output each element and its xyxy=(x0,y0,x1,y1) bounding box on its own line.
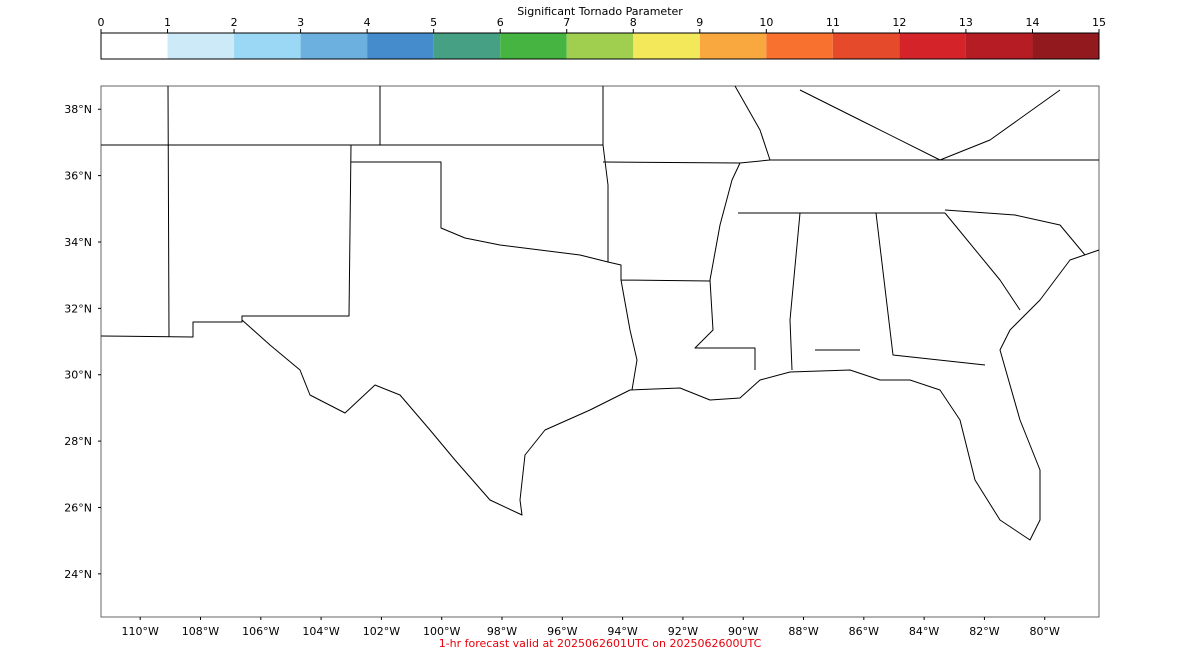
lon-tick-label: 102°W xyxy=(363,625,400,638)
lat-tick-label: 34°N xyxy=(64,236,92,249)
colorbar-tick-label: 14 xyxy=(1025,16,1039,29)
lon-tick-label: 94°W xyxy=(607,625,637,638)
lon-tick-label: 92°W xyxy=(668,625,698,638)
colorbar-label: Significant Tornado Parameter xyxy=(517,5,683,18)
colorbar-tick-label: 13 xyxy=(959,16,973,29)
colorbar-segment xyxy=(633,33,700,59)
colorbar-segment xyxy=(1032,33,1099,59)
colorbar-tick-label: 1 xyxy=(164,16,171,29)
lon-tick-label: 82°W xyxy=(969,625,999,638)
lon-tick-label: 86°W xyxy=(849,625,879,638)
colorbar-tick-label: 15 xyxy=(1092,16,1106,29)
colorbar-segment xyxy=(766,33,833,59)
colorbar-tick-label: 8 xyxy=(630,16,637,29)
lon-tick-label: 100°W xyxy=(423,625,460,638)
colorbar-tick-label: 10 xyxy=(759,16,773,29)
lon-tick-label: 98°W xyxy=(487,625,517,638)
forecast-footer: 1-hr forecast valid at 2025062601UTC on … xyxy=(439,637,762,650)
lon-tick-label: 104°W xyxy=(302,625,339,638)
colorbar-frame xyxy=(100,32,1100,60)
colorbar-tick-label: 4 xyxy=(364,16,371,29)
lat-tick-label: 36°N xyxy=(64,170,92,183)
colorbar-tick-label: 5 xyxy=(430,16,437,29)
lat-tick-label: 26°N xyxy=(64,501,92,514)
lon-tick-label: 80°W xyxy=(1030,625,1060,638)
map-axes: 110°W 108°W 106°W 104°W 102°W 100°W 98°W 96°W 94… xyxy=(64,103,1060,638)
lon-tick-label: 108°W xyxy=(182,625,219,638)
coastline xyxy=(241,249,1100,541)
colorbar-tick-label: 9 xyxy=(696,16,703,29)
colorbar-segment xyxy=(832,33,900,59)
colorbar: 0 1 2 3 4 5 6 7 8 9 10 11 12 13 14 15 xyxy=(98,16,1106,60)
colorbar-segment xyxy=(101,33,168,59)
colorbar-tick-label: 6 xyxy=(497,16,504,29)
colorbar-segment xyxy=(699,33,767,59)
state-borders xyxy=(100,85,1099,391)
colorbar-segment xyxy=(300,33,368,59)
colorbar-tick-label: 3 xyxy=(297,16,304,29)
colorbar-tick-label: 0 xyxy=(98,16,105,29)
colorbar-segment xyxy=(965,33,1033,59)
colorbar-tick-label: 2 xyxy=(231,16,238,29)
lat-tick-label: 30°N xyxy=(64,369,92,382)
colorbar-segment xyxy=(367,33,434,59)
lon-tick-label: 96°W xyxy=(547,625,577,638)
lon-tick-label: 84°W xyxy=(909,625,939,638)
lon-tick-label: 110°W xyxy=(122,625,159,638)
lat-tick-label: 28°N xyxy=(64,435,92,448)
lat-tick-label: 38°N xyxy=(64,103,92,116)
colorbar-segment xyxy=(234,33,301,59)
lon-tick-label: 90°W xyxy=(728,625,758,638)
colorbar-tick-label: 7 xyxy=(563,16,570,29)
colorbar-segment xyxy=(899,33,966,59)
lat-tick-label: 24°N xyxy=(64,568,92,581)
lon-tick-label: 106°W xyxy=(242,625,279,638)
colorbar-segment xyxy=(500,33,567,59)
colorbar-tick-label: 11 xyxy=(826,16,840,29)
colorbar-tick-label: 12 xyxy=(892,16,906,29)
colorbar-segment xyxy=(167,33,235,59)
lon-tick-label: 88°W xyxy=(788,625,818,638)
map-frame xyxy=(100,85,1100,618)
colorbar-segment xyxy=(433,33,501,59)
colorbar-segment xyxy=(566,33,634,59)
map-outlines xyxy=(100,85,1100,618)
lat-tick-label: 32°N xyxy=(64,302,92,315)
